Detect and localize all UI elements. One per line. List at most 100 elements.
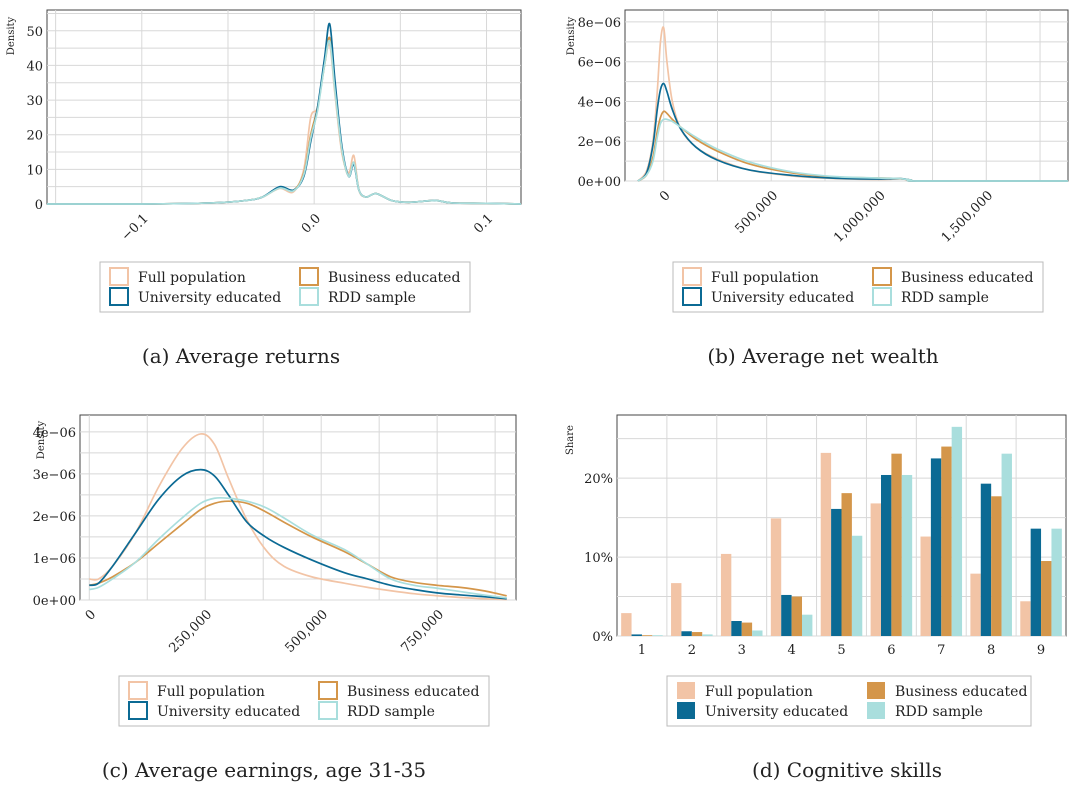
- x-tick-label: 0.1: [471, 211, 496, 236]
- bar-rdd: [851, 535, 863, 636]
- legend-box: [99, 261, 471, 313]
- legend-swatch: [128, 701, 148, 720]
- y-tick-label: 0%: [592, 630, 613, 645]
- y-tick-label: 1e−06: [33, 552, 76, 567]
- y-tick-label: 2e−06: [578, 135, 621, 150]
- legend-swatch: [318, 681, 338, 700]
- y-tick-label: 6e−06: [578, 56, 621, 71]
- legend-swatch: [299, 267, 319, 286]
- y-tick-label: 50: [26, 25, 43, 40]
- y-tick-label: 3e−06: [33, 468, 76, 483]
- legend-label: Business educated: [895, 684, 1027, 700]
- bar-business: [941, 446, 952, 636]
- bar-full: [870, 503, 881, 636]
- x-tick-label: 5: [837, 643, 845, 658]
- y-tick-label: 20%: [584, 472, 613, 487]
- legend-swatch: [677, 702, 695, 719]
- y-axis-label: Density: [36, 420, 47, 459]
- caption: (b) Average net wealth: [707, 344, 938, 368]
- legend-swatch: [299, 287, 319, 306]
- x-tick-label: 1,000,000: [831, 188, 888, 245]
- legend-swatch: [682, 267, 702, 286]
- bar-rdd: [802, 614, 813, 636]
- legend-swatch: [867, 702, 885, 719]
- bar-university: [631, 634, 642, 636]
- y-axis-label: Share: [565, 425, 576, 455]
- x-tick-label: 1,500,000: [939, 188, 996, 245]
- legend-label: RDD sample: [328, 290, 416, 306]
- x-tick-label: 6: [887, 643, 895, 658]
- chart-panel-c: Density (c) Average earnings, age 31-35 0e…: [33, 414, 517, 782]
- legend-label: Business educated: [347, 684, 479, 700]
- series-line-rdd: [47, 39, 522, 205]
- bar-rdd: [752, 630, 763, 636]
- legend-label: Full population: [711, 270, 819, 286]
- bar-rdd: [901, 474, 913, 636]
- bar-business: [791, 596, 803, 636]
- bar-university: [731, 621, 742, 636]
- series-line-rdd: [89, 496, 507, 599]
- legend-box: [118, 675, 490, 727]
- bar-business: [741, 622, 753, 636]
- x-tick-label: 9: [1037, 643, 1045, 658]
- y-tick-label: 4e−06: [578, 95, 621, 110]
- legend-swatch: [318, 701, 338, 720]
- y-axis-label: Density: [6, 16, 17, 55]
- bar-university: [930, 458, 942, 636]
- legend-label: Business educated: [901, 270, 1033, 286]
- legend-label: RDD sample: [895, 704, 983, 720]
- y-tick-label: 10%: [584, 551, 613, 566]
- bar-university: [681, 631, 692, 636]
- x-tick-label: 0.0: [299, 211, 324, 236]
- bar-university: [781, 594, 792, 636]
- x-tick-label: 750,000: [398, 607, 447, 656]
- bar-full: [1020, 601, 1031, 636]
- y-tick-label: 2e−06: [33, 510, 76, 525]
- bar-university: [1030, 528, 1042, 636]
- legend-label: Full population: [138, 270, 246, 286]
- series-line-university: [89, 468, 507, 600]
- bar-university: [831, 508, 842, 636]
- legend-swatch: [872, 287, 892, 306]
- bar-business: [1041, 561, 1052, 636]
- bar-business: [841, 493, 852, 636]
- bar-rdd: [1051, 528, 1062, 636]
- chart-panel-a: Density (a) Average returns 0 10 20 30 40 50 −0.…: [6, 9, 522, 368]
- plot-area: [624, 9, 1069, 182]
- legend-box: [672, 261, 1044, 313]
- y-tick-label: 4e−06: [33, 426, 76, 441]
- legend-label: Full population: [705, 684, 813, 700]
- x-tick-label: 0: [657, 188, 673, 204]
- x-tick-label: −0.1: [119, 211, 152, 244]
- y-tick-label: 10: [26, 163, 43, 178]
- bar-full: [720, 553, 732, 636]
- x-tick-label: 500,000: [733, 188, 782, 237]
- bar-full: [820, 452, 832, 636]
- x-tick-label: 3: [738, 643, 746, 658]
- x-tick-label: 7: [937, 643, 945, 658]
- x-tick-label: 8: [987, 643, 995, 658]
- bar-full: [920, 536, 931, 636]
- caption: (c) Average earnings, age 31-35: [102, 758, 426, 782]
- series-line-rdd: [637, 118, 1068, 182]
- y-tick-label: 8e−06: [578, 16, 621, 31]
- bar-rdd: [951, 426, 963, 636]
- legend-swatch: [682, 287, 702, 306]
- y-tick-label: 0e+00: [578, 175, 621, 190]
- x-tick-label: 0: [83, 607, 99, 623]
- bar-business: [891, 453, 902, 636]
- bar-rdd: [702, 634, 713, 636]
- bar-full: [621, 613, 632, 636]
- y-tick-label: 0: [35, 198, 43, 213]
- legend-swatch: [109, 287, 129, 306]
- legend-swatch: [677, 682, 695, 699]
- bar-rdd: [1001, 453, 1012, 636]
- bar-business: [691, 632, 703, 636]
- bar-business: [641, 635, 653, 636]
- bar-university: [880, 474, 892, 636]
- legend-swatch: [872, 267, 892, 286]
- bar-university: [980, 483, 992, 636]
- legend-label: University educated: [138, 290, 281, 306]
- bar-rdd: [652, 635, 663, 636]
